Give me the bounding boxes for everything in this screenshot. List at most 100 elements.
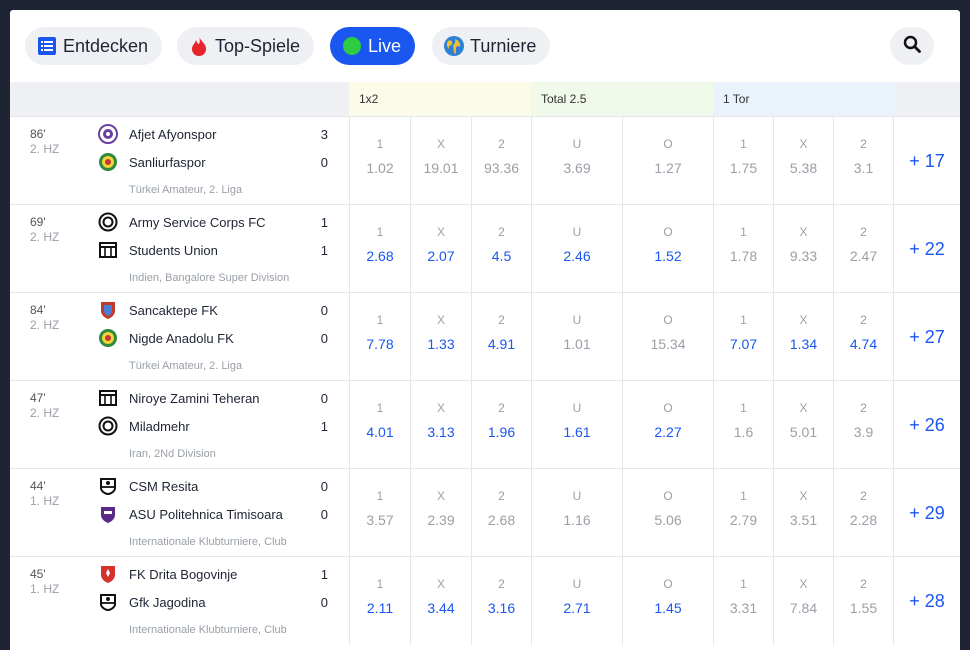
odds-cell[interactable]: 2 2.68	[471, 469, 531, 557]
odds-value: 93.36	[483, 160, 520, 176]
odds-label: O	[663, 577, 673, 591]
odds-cell[interactable]: 2 2.28	[833, 469, 893, 557]
team-away[interactable]: Miladmehr 1	[98, 416, 338, 436]
match-row[interactable]: 84' 2. HZ Sancaktepe FK 0 Nigde Anadolu FK 0 T…	[10, 292, 960, 381]
odds-cell[interactable]: 2 3.1	[833, 117, 893, 205]
odds-cell[interactable]: O 5.06	[622, 469, 713, 557]
team-home[interactable]: Sancaktepe FK 0	[98, 300, 338, 320]
odds-cell[interactable]: O 1.45	[622, 557, 713, 645]
tab-live[interactable]: Live	[330, 27, 416, 65]
odds-cell[interactable]: 1 4.01	[349, 381, 410, 469]
team-home[interactable]: Afjet Afyonspor 3	[98, 124, 338, 144]
more-markets-button[interactable]: + 17	[893, 117, 960, 205]
odds-cell[interactable]: 1 1.02	[349, 117, 410, 205]
team-away[interactable]: Students Union 1	[98, 240, 338, 260]
odds-value: 1.52	[654, 248, 682, 264]
league-name: Türkei Amateur, 2. Liga	[129, 360, 243, 372]
odds-cell[interactable]: X 5.01	[773, 381, 833, 469]
match-time: 44' 1. HZ	[30, 479, 59, 509]
odds-cell[interactable]: 1 2.79	[713, 469, 773, 557]
odds-cell[interactable]: X 2.07	[410, 205, 471, 293]
odds-cell[interactable]: 1 2.68	[349, 205, 410, 293]
odds-cell[interactable]: X 2.39	[410, 469, 471, 557]
tab-entdecken[interactable]: Entdecken	[25, 27, 163, 65]
odds-cell[interactable]: O 15.34	[622, 293, 713, 381]
odds-cell[interactable]: 2 4.74	[833, 293, 893, 381]
more-markets-button[interactable]: + 22	[893, 205, 960, 293]
odds-cell[interactable]: 2 1.55	[833, 557, 893, 645]
shield-outline-icon	[98, 476, 118, 496]
team-name: Sancaktepe FK	[129, 302, 218, 318]
search-button[interactable]	[890, 27, 934, 65]
odds-cell[interactable]: X 5.38	[773, 117, 833, 205]
match-row[interactable]: 86' 2. HZ Afjet Afyonspor 3 Sanliurfaspor 0 Tü…	[10, 116, 960, 205]
odds-value: 7.07	[729, 336, 758, 352]
odds-cell[interactable]: U 2.46	[531, 205, 622, 293]
odds-cell[interactable]: 2 2.47	[833, 205, 893, 293]
odds-cell[interactable]: X 9.33	[773, 205, 833, 293]
team-away[interactable]: Gfk Jagodina 0	[98, 592, 338, 612]
team-away[interactable]: ASU Politehnica Timisoara 0	[98, 504, 338, 524]
more-markets-button[interactable]: + 29	[893, 469, 960, 557]
league-name: Internationale Klubturniere, Club	[129, 624, 287, 636]
odds-value: 2.07	[427, 248, 455, 264]
more-markets-button[interactable]: + 28	[893, 557, 960, 645]
odds-label: U	[572, 225, 582, 239]
match-half: 2. HZ	[30, 230, 60, 244]
match-row[interactable]: 44' 1. HZ CSM Resita 0 ASU Politehnica Timis…	[10, 468, 960, 557]
odds-cell[interactable]: 1 7.78	[349, 293, 410, 381]
more-markets-button[interactable]: + 26	[893, 381, 960, 469]
odds-cell[interactable]: 2 4.5	[471, 205, 531, 293]
odds-label: U	[572, 489, 582, 503]
odds-cell[interactable]: X 19.01	[410, 117, 471, 205]
match-row[interactable]: 69' 2. HZ Army Service Corps FC 1 Students U…	[10, 204, 960, 293]
more-markets-button[interactable]: + 27	[893, 293, 960, 381]
tab-top-spiele[interactable]: Top-Spiele	[177, 27, 315, 65]
team-home[interactable]: CSM Resita 0	[98, 476, 338, 496]
team-name: Niroye Zamini Teheran	[129, 390, 260, 406]
odds-cell[interactable]: 1 1.78	[713, 205, 773, 293]
team-name: ASU Politehnica Timisoara	[129, 506, 283, 522]
odds-cell[interactable]: 2 4.91	[471, 293, 531, 381]
team-away[interactable]: Nigde Anadolu FK 0	[98, 328, 338, 348]
match-row[interactable]: 45' 1. HZ FK Drita Bogovinje 1 Gfk Jagodina 0…	[10, 556, 960, 645]
odds-cell[interactable]: U 1.01	[531, 293, 622, 381]
team-name: Sanliurfaspor	[129, 154, 206, 170]
odds-cell[interactable]: U 1.16	[531, 469, 622, 557]
odds-cell[interactable]: X 1.34	[773, 293, 833, 381]
odds-cell[interactable]: 2 3.9	[833, 381, 893, 469]
odds-value: 4.74	[849, 336, 878, 352]
odds-cell[interactable]: 1 7.07	[713, 293, 773, 381]
odds-cell[interactable]: 1 3.31	[713, 557, 773, 645]
odds-value: 3.69	[563, 160, 591, 176]
tab-turniere[interactable]: Turniere	[432, 27, 551, 65]
team-home[interactable]: Niroye Zamini Teheran 0	[98, 388, 338, 408]
team-away[interactable]: Sanliurfaspor 0	[98, 152, 338, 172]
odds-cell[interactable]: U 2.71	[531, 557, 622, 645]
odds-cell[interactable]: U 3.69	[531, 117, 622, 205]
odds-value: 7.78	[366, 336, 394, 352]
odds-cell[interactable]: 1 3.57	[349, 469, 410, 557]
odds-cell[interactable]: X 3.13	[410, 381, 471, 469]
team-home[interactable]: Army Service Corps FC 1	[98, 212, 338, 232]
odds-cell[interactable]: O 1.27	[622, 117, 713, 205]
odds-cell[interactable]: U 1.61	[531, 381, 622, 469]
top-navigation: Entdecken Top-Spiele Live Turniere	[10, 10, 960, 82]
odds-cell[interactable]: 1 2.11	[349, 557, 410, 645]
odds-cell[interactable]: 1 1.6	[713, 381, 773, 469]
team-score: 1	[320, 214, 328, 230]
odds-cell[interactable]: O 1.52	[622, 205, 713, 293]
odds-label: 2	[860, 489, 867, 503]
odds-cell[interactable]: 1 1.75	[713, 117, 773, 205]
odds-cell[interactable]: X 3.51	[773, 469, 833, 557]
odds-cell[interactable]: 2 1.96	[471, 381, 531, 469]
odds-cell[interactable]: X 1.33	[410, 293, 471, 381]
match-row[interactable]: 47' 2. HZ Niroye Zamini Teheran 0 Miladmehr 1…	[10, 380, 960, 469]
odds-cell[interactable]: O 2.27	[622, 381, 713, 469]
team-home[interactable]: FK Drita Bogovinje 1	[98, 564, 338, 584]
odds-value: 3.13	[427, 424, 455, 440]
odds-cell[interactable]: X 7.84	[773, 557, 833, 645]
odds-cell[interactable]: 2 3.16	[471, 557, 531, 645]
odds-cell[interactable]: 2 93.36	[471, 117, 531, 205]
odds-cell[interactable]: X 3.44	[410, 557, 471, 645]
